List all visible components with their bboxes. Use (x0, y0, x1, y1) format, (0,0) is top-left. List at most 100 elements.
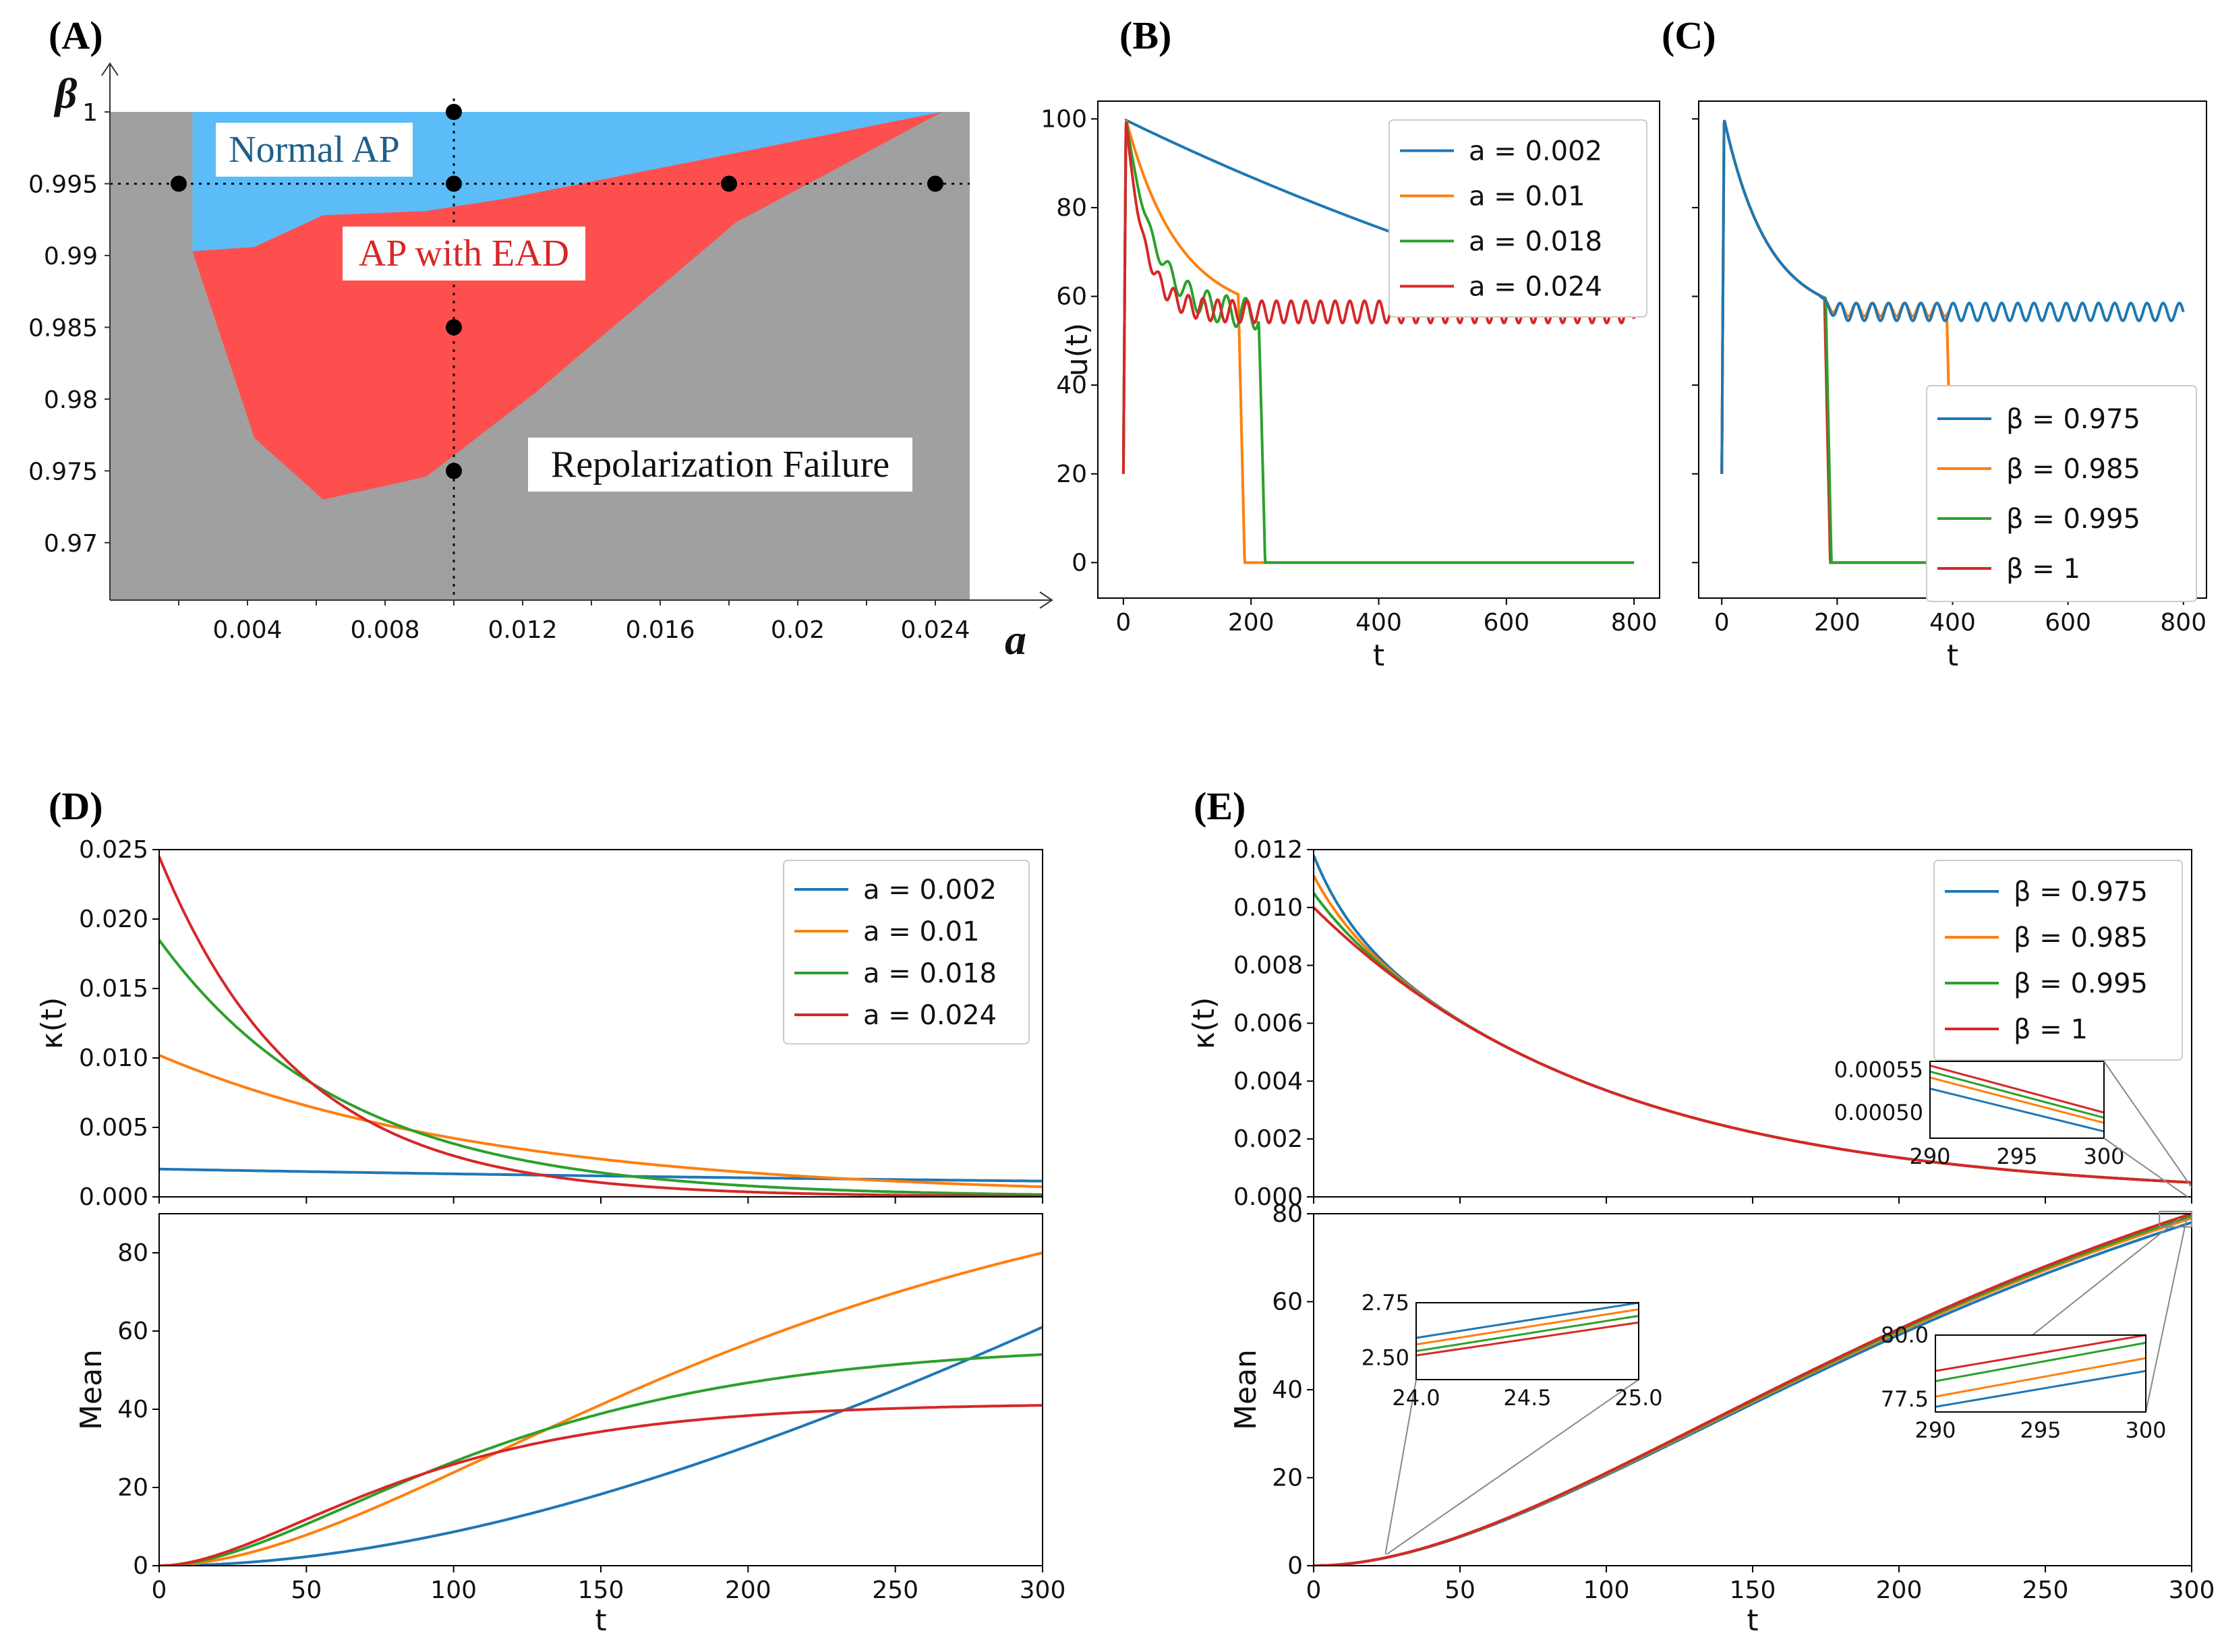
series-group (1314, 854, 2192, 1184)
ead-region (192, 112, 943, 500)
axes-frame (158, 1213, 1043, 1566)
legend-label: a = 0.024 (1469, 272, 1602, 303)
legend-label: a = 0.01 (1469, 181, 1585, 212)
sample-point (446, 104, 462, 120)
y-tick-label: 0.99 (44, 243, 98, 270)
x-axis-label: a (1005, 616, 1026, 663)
ead-label: AP with EAD (359, 233, 569, 274)
y-tick-label: 80 (117, 1239, 148, 1267)
x-tick-label: 0 (1115, 609, 1131, 637)
legend-label: a = 0.024 (863, 1000, 997, 1031)
y-axis-label: Mean (74, 1349, 109, 1430)
legend-box (1388, 119, 1647, 318)
y-tick-label: 60 (1272, 1289, 1303, 1316)
y-tick-label: 0 (1287, 1552, 1303, 1580)
x-tick-label: 200 (1876, 1576, 1923, 1604)
y-tick-label: 20 (1272, 1465, 1303, 1492)
x-tick-label: 100 (430, 1576, 477, 1604)
panel-label-b: (B) (1119, 13, 1171, 57)
y-tick-label: 20 (117, 1474, 148, 1502)
inset-line (1935, 1369, 2146, 1408)
x-tick-label: 50 (291, 1576, 322, 1604)
x-tick-label: 600 (2045, 609, 2091, 637)
y-axis-label: u(t) (1060, 323, 1094, 376)
x-tick-label: 250 (872, 1576, 918, 1604)
inset-line (1935, 1341, 2146, 1382)
y-tick-label: 0.985 (28, 314, 98, 342)
y-axis-label: Mean (1229, 1349, 1263, 1430)
inset-frame (1929, 1061, 2105, 1139)
y-axis-label: κ(t) (1187, 997, 1221, 1050)
panel-d-mean-plot: 0 50 100 150 200 250 300 0 20 40 60 80 t Mean (74, 1213, 1065, 1638)
inset-x-tick-label: 25.0 (1614, 1385, 1662, 1411)
panel-label-e: (E) (1194, 784, 1246, 828)
series-group (1314, 1214, 2192, 1566)
y-tick-label: 0 (133, 1552, 148, 1580)
x-axis-label: t (1747, 1603, 1758, 1638)
x-tick-label: 0.02 (771, 616, 825, 644)
inset-line (1929, 1076, 2105, 1124)
legend-label: β = 0.995 (2014, 968, 2148, 999)
y-axis-label: κ(t) (35, 997, 69, 1050)
inset-y-tick-label: 0.00050 (1834, 1100, 1923, 1125)
x-tick-label: 0 (1306, 1576, 1322, 1604)
x-tick-label: 300 (2169, 1576, 2215, 1604)
legend-label: a = 0.002 (1469, 136, 1602, 167)
inset-x-tick-label: 295 (1996, 1144, 2037, 1169)
series-line (1121, 121, 1635, 564)
panel-a-plot: 0.004 0.008 0.012 0.016 0.02 0.024 0.97 0.975 0.… (28, 62, 1053, 663)
inset-connector (1386, 1379, 1639, 1555)
x-axis-label: t (595, 1603, 606, 1638)
panel-label-a: (A) (49, 13, 103, 57)
x-tick-label: 0.008 (350, 616, 419, 644)
inset-x-tick-label: 24.5 (1503, 1385, 1551, 1411)
legend-label: β = 0.985 (2006, 454, 2140, 485)
y-tick-label: 40 (1056, 372, 1087, 399)
x-tick-label: 200 (725, 1576, 771, 1604)
inset-connector (2145, 1218, 2188, 1413)
legend-label: a = 0.01 (863, 916, 980, 947)
y-tick-label: 80 (1272, 1200, 1303, 1228)
x-tick-label: 400 (1355, 609, 1402, 637)
x-axis-label: t (1947, 639, 1958, 673)
inset-connector (2103, 1138, 2188, 1198)
inset-y-tick-label: 2.75 (1362, 1290, 1409, 1316)
x-tick-label: 0 (152, 1576, 167, 1604)
sample-point (446, 319, 462, 336)
panel-e-mean-plot: 0 50 100 150 200 250 300 0 20 40 60 80 t Mean 24.0 24.5… (1229, 1200, 2215, 1638)
legend-label: a = 0.018 (863, 958, 997, 989)
legend-label: β = 1 (2006, 554, 2080, 585)
y-tick-label: 0 (1072, 549, 1087, 577)
inset-line (1935, 1357, 2146, 1398)
y-tick-label: 60 (117, 1318, 148, 1345)
panel-label-d: (D) (49, 784, 103, 828)
panel-d-kappa-plot: 0.000 0.005 0.010 0.015 0.020 0.025 κ(t) a = 0.… (35, 836, 1043, 1211)
y-tick-label: 0.006 (1233, 1010, 1303, 1038)
y-tick-label: 0.000 (79, 1183, 148, 1211)
y-axis-arrow (101, 62, 119, 76)
y-tick-label: 0.025 (79, 836, 148, 864)
series-line (159, 1326, 1043, 1566)
legend-label: β = 0.985 (2014, 922, 2148, 953)
series-line (1314, 906, 2192, 1184)
y-tick-label: 0.010 (1233, 894, 1303, 922)
region-label-box (528, 438, 912, 492)
inset-y-tick-label: 2.50 (1362, 1345, 1409, 1370)
y-tick-label: 0.012 (1233, 836, 1303, 864)
y-tick-label: 40 (1272, 1376, 1303, 1404)
inset-line (1415, 1301, 1639, 1339)
y-tick-label: 0.98 (44, 386, 98, 414)
y-tick-label: 0.010 (79, 1044, 148, 1072)
inset-frame (1935, 1334, 2146, 1413)
y-tick-label: 0.002 (1233, 1125, 1303, 1153)
series-line (1121, 122, 1636, 474)
series-line (159, 1404, 1043, 1566)
legend-box (1926, 385, 2197, 602)
legend-box (783, 860, 1030, 1044)
y-tick-label: 0.995 (28, 171, 98, 198)
x-tick-label: 400 (1929, 609, 1976, 637)
sample-point (446, 463, 462, 479)
y-tick-label: 0.004 (1233, 1067, 1303, 1095)
inset-y-tick-label: 0.00055 (1834, 1057, 1923, 1083)
inset-x-tick-label: 24.0 (1392, 1385, 1440, 1411)
